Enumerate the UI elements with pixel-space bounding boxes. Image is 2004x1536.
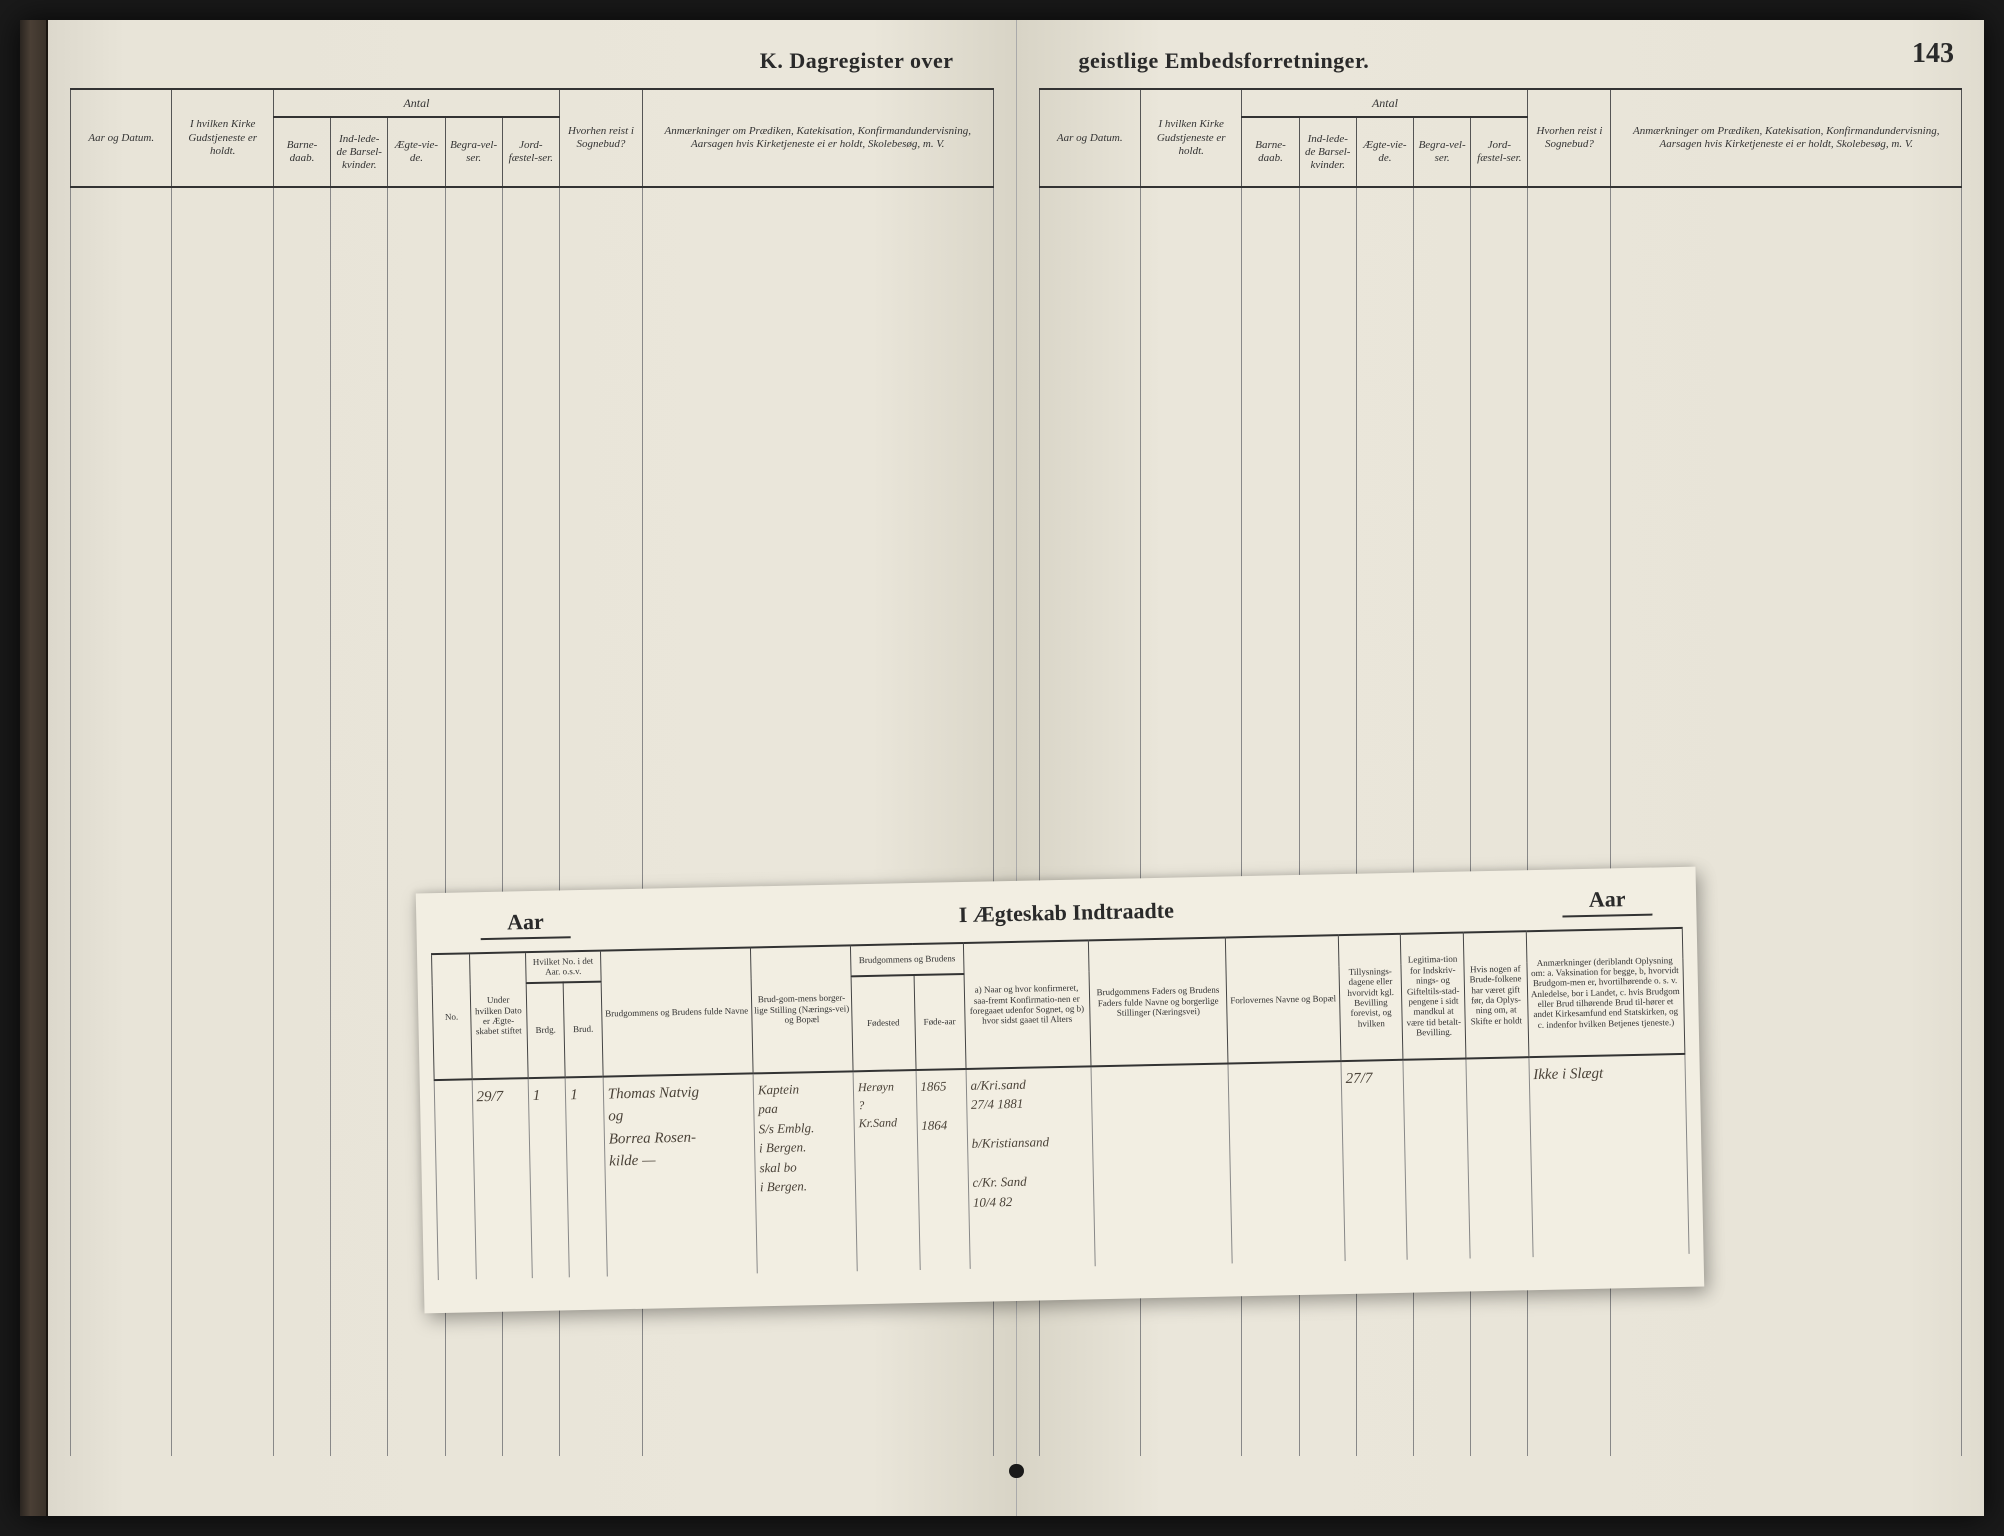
cell-fodested: Herøyn ? Kr.Sand bbox=[853, 1070, 920, 1271]
col-antal-r2: Ægte-vie-de. bbox=[1356, 117, 1413, 187]
page-title-right: geistlige Embedsforretninger. bbox=[1039, 48, 1963, 74]
insert-sheet: Aar I Ægteskab Indtraadte Aar No. Under … bbox=[416, 867, 1705, 1314]
cell-remarks-hw: Ikke i Slægt bbox=[1528, 1054, 1689, 1257]
ih-konf: a) Naar og hvor konfirmeret, saa-fremt K… bbox=[963, 940, 1091, 1068]
cell-fathers bbox=[1091, 1063, 1233, 1266]
insert-aar-right: Aar bbox=[1562, 886, 1653, 918]
ih-fathers: Brudgommens Faders og Brudens Faders ful… bbox=[1088, 937, 1228, 1066]
col-antal-r3: Begra-vel-ser. bbox=[1414, 117, 1471, 187]
ih-fodested-grp: Brudgommens og Brudens bbox=[850, 943, 963, 976]
cell-konf: a/Kri.sand 27/4 1881 b/Kristiansand c/Kr… bbox=[966, 1066, 1095, 1269]
cell-n1: 1 bbox=[528, 1077, 570, 1278]
col-antal-2: Ægte-vie-de. bbox=[388, 117, 445, 187]
col-date-r: Aar og Datum. bbox=[1039, 89, 1140, 187]
col-date: Aar og Datum. bbox=[71, 89, 172, 187]
cell-names: Thomas Natvig og Borrea Rosen- kilde — bbox=[603, 1073, 757, 1276]
ih-tillys: Tillysnings-dagene eller hvorvidt kgl. B… bbox=[1338, 934, 1403, 1061]
col-antal-r1: Ind-lede-de Barsel-kvinder. bbox=[1299, 117, 1356, 187]
ih-sub-brud: Brud. bbox=[563, 981, 602, 1077]
cell-n2: 1 bbox=[565, 1076, 607, 1277]
ih-remarks: Anmærkninger (deriblandt Oplysning om: a… bbox=[1526, 928, 1685, 1057]
cell-forlovere bbox=[1228, 1061, 1345, 1263]
col-antal-r4: Jord-fæstel-ser. bbox=[1471, 117, 1528, 187]
cell-stilling: Kaptein paa S/s Emblg. i Bergen. skal bo… bbox=[753, 1071, 857, 1273]
ih-date: Under hvilken Dato er Ægte-skabet stifte… bbox=[469, 952, 528, 1079]
ih-stilling: Brud-gom-mens borger-lige Stilling (Næri… bbox=[750, 945, 853, 1073]
insert-aar-left: Aar bbox=[480, 908, 571, 940]
col-antal-3: Begra-vel-ser. bbox=[445, 117, 502, 187]
cell-no bbox=[434, 1079, 476, 1280]
col-remarks-r: Anmærkninger om Prædiken, Katekisation, … bbox=[1611, 89, 1962, 187]
page-number: 143 bbox=[1912, 38, 1954, 70]
col-antal-r0: Barne-daab. bbox=[1242, 117, 1299, 187]
insert-center-title: I Ægteskab Indtraadte bbox=[590, 890, 1542, 938]
insert-data-row: 29/7 1 1 Thomas Natvig og Borrea Rosen- … bbox=[434, 1054, 1689, 1280]
cell-hvis bbox=[1466, 1057, 1533, 1258]
col-antal-4: Jord-fæstel-ser. bbox=[502, 117, 559, 187]
ih-names: Brudgommens og Brudens fulde Navne bbox=[600, 947, 753, 1076]
col-antal-0: Barne-daab. bbox=[273, 117, 330, 187]
col-sognebud: Hvorhen reist i Sognebud? bbox=[559, 89, 642, 187]
ih-sub-fodeaar: Føde-aar bbox=[914, 974, 966, 1070]
book-spine bbox=[20, 20, 48, 1516]
ih-hvilket: Hvilket No. i det Aar. o.s.v. bbox=[525, 951, 601, 983]
col-church-r: I hvilken Kirke Gudstjeneste er holdt. bbox=[1140, 89, 1241, 187]
cell-date: 29/7 bbox=[472, 1078, 532, 1279]
col-sognebud-r: Hvorhen reist i Sognebud? bbox=[1528, 89, 1611, 187]
col-antal-group: Antal bbox=[273, 89, 559, 117]
insert-table: No. Under hvilken Dato er Ægte-skabet st… bbox=[431, 927, 1690, 1280]
ih-forlovere: Forlovernes Navne og Bopæl bbox=[1226, 935, 1341, 1063]
ih-no: No. bbox=[432, 953, 472, 1079]
ih-legit: Legitima-tion for Indskriv-nings- og Gif… bbox=[1401, 933, 1466, 1060]
ih-sub-brdg: Brdg. bbox=[526, 982, 565, 1078]
ih-hvis: Hvis nogen af Brude-folkene har været gi… bbox=[1463, 931, 1528, 1058]
ih-sub-fodested: Fødested bbox=[851, 975, 916, 1071]
cell-legit bbox=[1403, 1058, 1470, 1259]
cell-fodeaar: 1865 1864 bbox=[916, 1069, 970, 1270]
binding-hole-r bbox=[1010, 1464, 1024, 1478]
cell-tillys: 27/7 bbox=[1341, 1059, 1408, 1260]
col-antal-1: Ind-lede-de Barsel-kvinder. bbox=[331, 117, 388, 187]
page-title-left: K. Dagregister over bbox=[70, 48, 994, 74]
col-remarks: Anmærkninger om Prædiken, Katekisation, … bbox=[642, 89, 993, 187]
col-antal-group-r: Antal bbox=[1242, 89, 1528, 117]
col-church: I hvilken Kirke Gudstjeneste er holdt. bbox=[172, 89, 273, 187]
